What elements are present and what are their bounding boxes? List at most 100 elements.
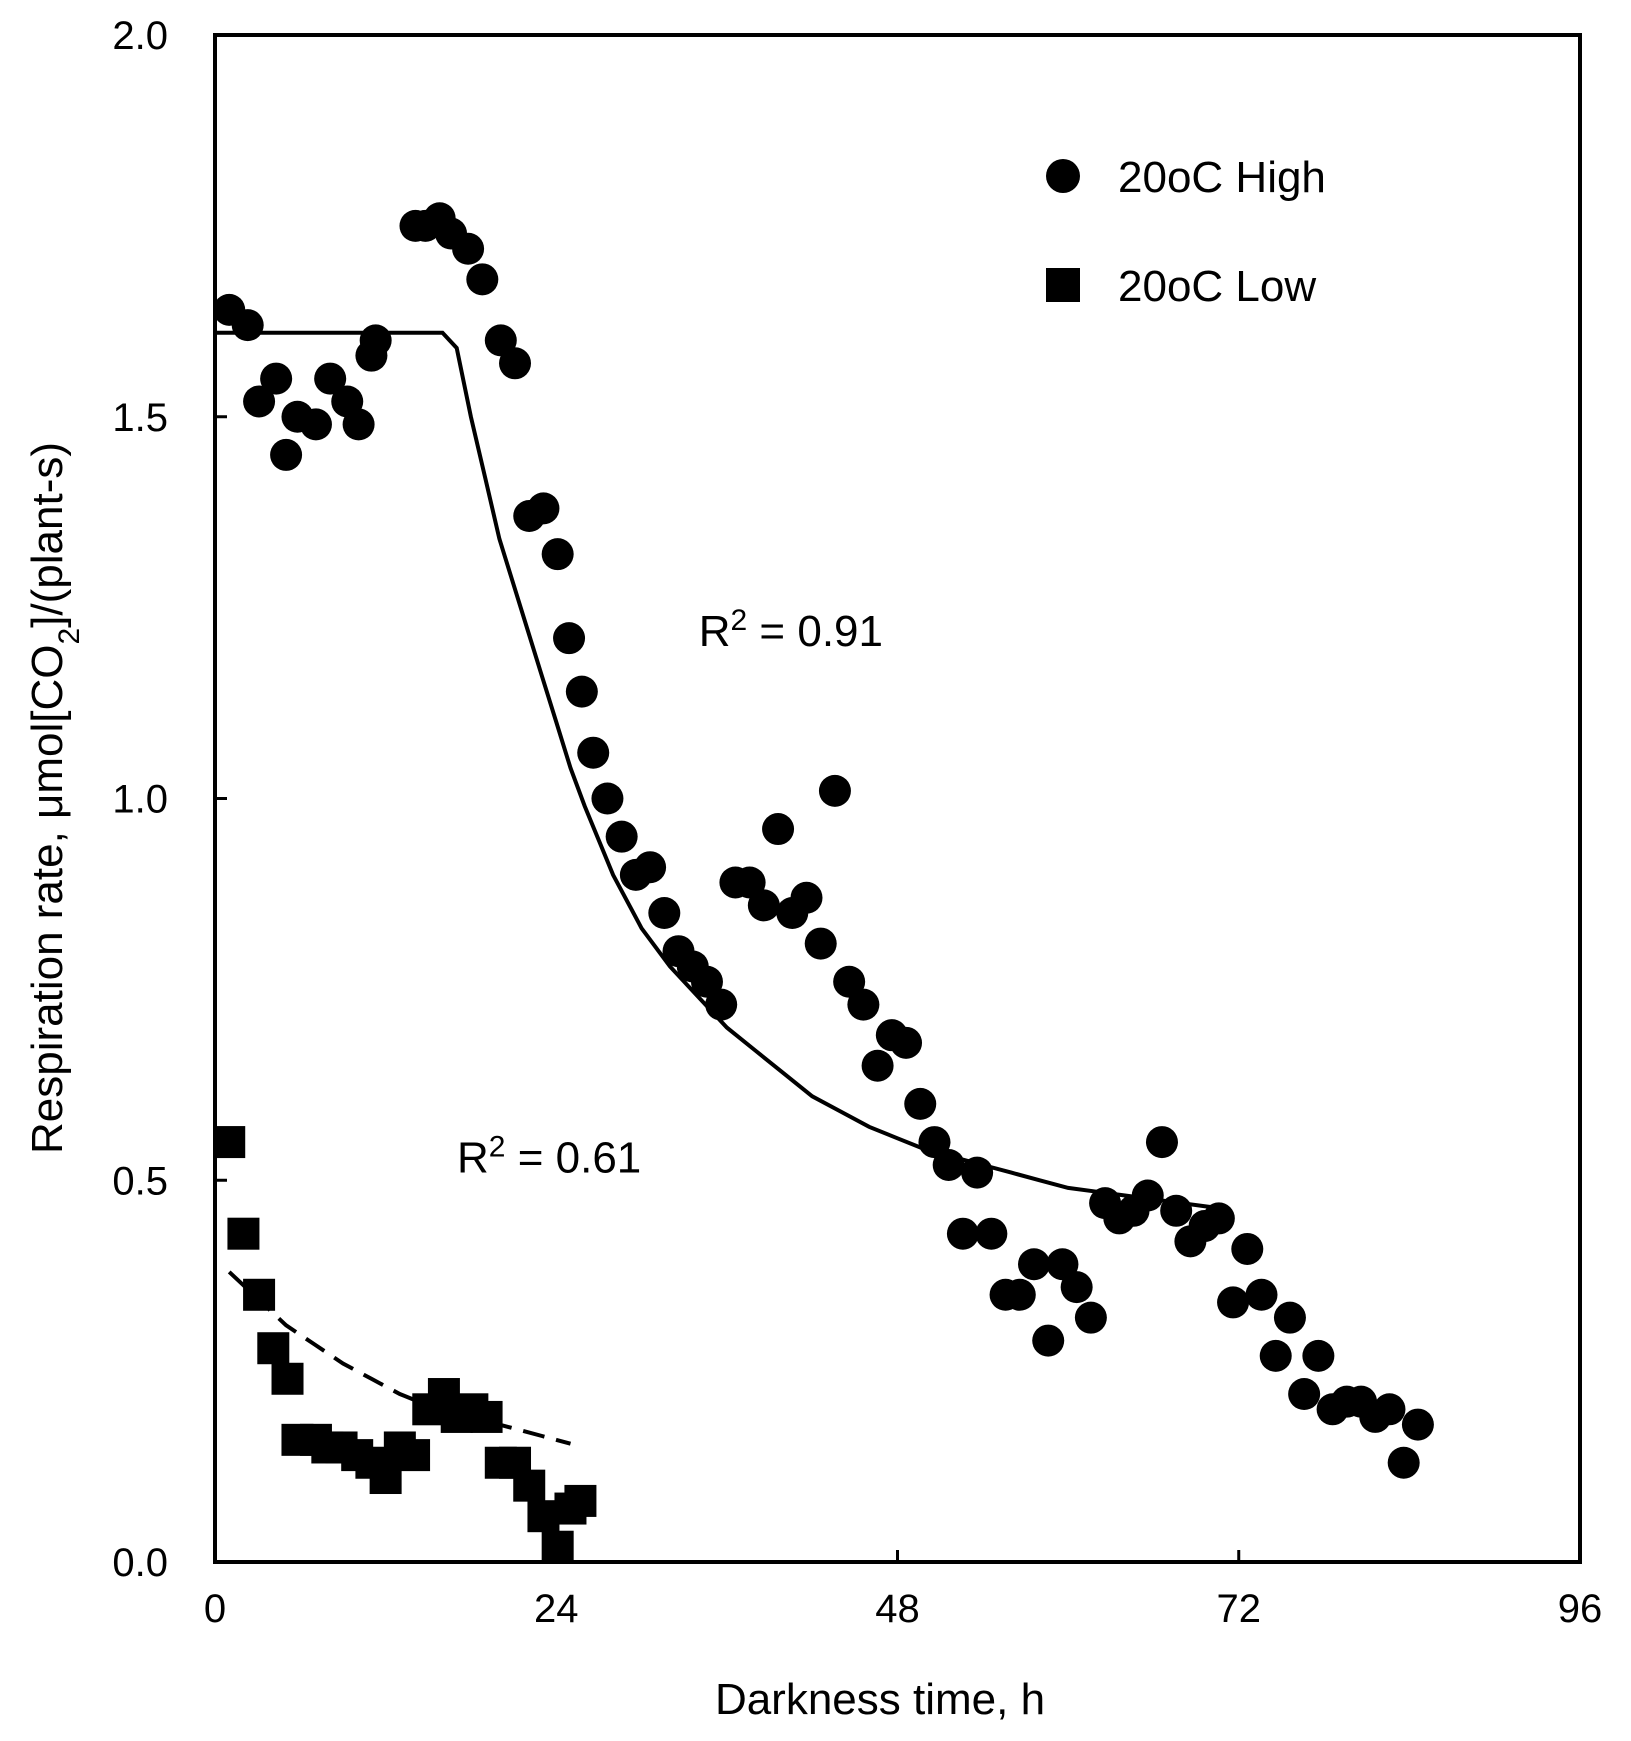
x-tick-label-1: 24 xyxy=(534,1587,579,1631)
point-low-11 xyxy=(369,1462,402,1495)
point-high-25 xyxy=(577,736,610,769)
point-high-4 xyxy=(270,438,303,471)
y-axis-title-sub: 2 xyxy=(53,628,86,645)
point-low-3 xyxy=(257,1332,290,1365)
y-tick-label-3: 1.5 xyxy=(112,396,168,440)
y-axis-title-tail: ]/(plant-s) xyxy=(23,442,72,628)
point-high-1 xyxy=(231,309,264,342)
point-high-44 xyxy=(847,988,880,1021)
point-high-59 xyxy=(1060,1271,1093,1304)
point-high-9 xyxy=(342,408,375,441)
y-tick-label-1: 0.5 xyxy=(112,1159,168,1203)
r2-high: R2 = 0.91 xyxy=(699,603,883,656)
data-points xyxy=(213,202,1434,1563)
point-high-76 xyxy=(1302,1339,1335,1372)
point-high-50 xyxy=(932,1148,965,1181)
point-high-45 xyxy=(861,1049,894,1082)
point-high-7 xyxy=(314,362,347,395)
x-axis-title: Darkness time, h xyxy=(715,1675,1045,1724)
point-high-55 xyxy=(1003,1278,1036,1311)
point-high-66 xyxy=(1160,1194,1193,1227)
point-high-17 xyxy=(466,263,499,296)
point-high-40 xyxy=(790,881,823,914)
legend-label-high: 20oC High xyxy=(1118,153,1326,202)
point-high-3 xyxy=(260,362,293,395)
r-squared-annotations: R2 = 0.91 R2 = 0.61 xyxy=(457,603,883,1182)
point-high-57 xyxy=(1032,1324,1065,1357)
point-high-53 xyxy=(975,1217,1008,1250)
axis-ticks: 0 24 48 72 96 0.0 0.5 1.0 1.5 2.0 xyxy=(112,14,1602,1631)
point-high-75 xyxy=(1288,1378,1321,1411)
point-low-18 xyxy=(470,1400,503,1433)
point-high-29 xyxy=(634,851,667,884)
y-axis-title-main: Respiration rate, μmol[CO xyxy=(23,644,72,1154)
point-high-23 xyxy=(553,622,586,655)
point-high-22 xyxy=(541,538,574,571)
point-high-37 xyxy=(747,889,780,922)
y-tick-label-2: 1.0 xyxy=(112,778,168,822)
point-high-81 xyxy=(1373,1393,1406,1426)
point-low-13 xyxy=(398,1439,431,1472)
point-high-56 xyxy=(1018,1248,1050,1281)
fit-line-high xyxy=(215,330,1226,1213)
point-high-21 xyxy=(527,492,560,525)
point-high-74 xyxy=(1273,1301,1306,1334)
point-high-58 xyxy=(1046,1248,1079,1281)
point-high-19 xyxy=(499,347,532,380)
r2-low: R2 = 0.61 xyxy=(457,1130,641,1183)
point-high-48 xyxy=(904,1087,937,1120)
point-high-47 xyxy=(890,1026,923,1059)
point-high-36 xyxy=(733,866,766,899)
point-high-11 xyxy=(359,324,392,357)
point-low-22 xyxy=(527,1500,560,1533)
point-high-2 xyxy=(243,385,276,418)
point-high-73 xyxy=(1259,1339,1292,1372)
point-high-65 xyxy=(1145,1126,1178,1159)
x-tick-label-3: 72 xyxy=(1217,1587,1262,1631)
point-high-43 xyxy=(833,965,866,998)
x-tick-label-2: 48 xyxy=(875,1587,920,1631)
point-high-27 xyxy=(605,820,638,853)
point-high-26 xyxy=(591,782,624,815)
point-high-34 xyxy=(705,988,738,1021)
x-tick-label-0: 0 xyxy=(204,1587,226,1631)
point-high-24 xyxy=(565,675,598,708)
point-high-64 xyxy=(1131,1179,1164,1212)
y-axis-title: Respiration rate, μmol[CO2]/(plant-s) xyxy=(23,442,86,1154)
legend-marker-low xyxy=(1046,268,1080,302)
point-low-4 xyxy=(271,1362,304,1395)
point-high-83 xyxy=(1401,1408,1434,1441)
point-high-60 xyxy=(1074,1301,1107,1334)
point-high-42 xyxy=(818,774,851,807)
point-low-1 xyxy=(227,1217,260,1250)
fit-lines xyxy=(215,330,1226,1446)
point-low-21 xyxy=(513,1469,546,1502)
legend-label-low: 20oC Low xyxy=(1118,262,1316,311)
point-high-6 xyxy=(299,408,332,441)
point-high-82 xyxy=(1387,1446,1420,1479)
point-high-16 xyxy=(452,232,485,265)
point-low-23 xyxy=(541,1530,574,1563)
fit-line-low xyxy=(227,1270,572,1446)
legend: 20oC High 20oC Low xyxy=(1046,153,1326,311)
point-high-49 xyxy=(918,1126,951,1159)
point-high-52 xyxy=(961,1156,994,1189)
plot-area-frame xyxy=(213,33,1582,1564)
x-tick-label-4: 96 xyxy=(1558,1587,1603,1631)
legend-marker-high xyxy=(1046,159,1080,193)
point-high-30 xyxy=(648,897,681,930)
point-high-70 xyxy=(1217,1286,1250,1319)
point-high-69 xyxy=(1202,1202,1235,1235)
point-low-0 xyxy=(213,1126,246,1159)
point-high-71 xyxy=(1231,1232,1264,1265)
point-high-72 xyxy=(1245,1278,1278,1311)
point-high-41 xyxy=(804,927,837,960)
point-high-18 xyxy=(484,324,517,357)
point-low-2 xyxy=(243,1278,276,1311)
point-low-25 xyxy=(564,1484,597,1517)
point-high-51 xyxy=(946,1217,979,1250)
y-tick-label-0: 0.0 xyxy=(112,1541,168,1585)
point-high-38 xyxy=(762,813,795,846)
y-tick-label-4: 2.0 xyxy=(112,14,168,58)
